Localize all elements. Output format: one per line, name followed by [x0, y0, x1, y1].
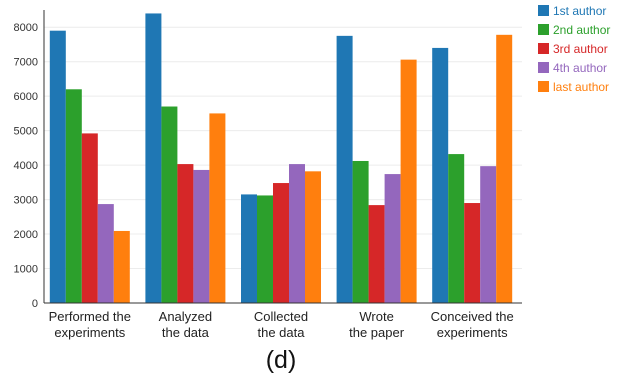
- x-tick-label: the data: [162, 325, 210, 340]
- bar-last-author-1: [209, 113, 226, 303]
- figure-caption: (d): [265, 346, 297, 374]
- bar-3rd-author-4: [464, 203, 481, 303]
- bar-4th-author-4: [480, 166, 497, 303]
- bar-2nd-author-4: [448, 154, 465, 303]
- bar-4th-author-0: [97, 204, 114, 303]
- bar-3rd-author-0: [81, 133, 98, 303]
- y-tick-label: 6000: [14, 91, 38, 103]
- bar-1st-author-1: [145, 13, 162, 304]
- y-tick-label: 7000: [14, 57, 38, 69]
- bar-4th-author-2: [289, 164, 305, 303]
- legend-swatch: [538, 81, 549, 92]
- bar-last-author-2: [305, 171, 321, 303]
- y-axis: 0 1000 2000 3000 4000 5000 6000 7000 8000: [14, 10, 45, 310]
- legend-label: 4th author: [553, 61, 607, 75]
- legend-swatch: [538, 43, 549, 54]
- y-tick-label: 3000: [14, 195, 38, 207]
- bar-3rd-author-3: [368, 205, 385, 303]
- bar-3rd-author-1: [177, 164, 194, 303]
- bar-4th-author-1: [193, 169, 210, 303]
- x-tick-label: Conceived the: [431, 309, 514, 324]
- x-tick-label: Wrote: [359, 309, 393, 324]
- legend-label: 2nd author: [553, 23, 610, 37]
- bars: [49, 13, 513, 304]
- x-tick-label: experiments: [54, 325, 125, 340]
- bar-4th-author-3: [384, 174, 401, 303]
- bar-1st-author-4: [432, 47, 449, 303]
- bar-last-author-4: [496, 34, 513, 304]
- legend-swatch: [538, 24, 549, 35]
- bar-1st-author-3: [336, 35, 353, 304]
- y-tick-label: 2000: [14, 229, 38, 241]
- bar-2nd-author-0: [65, 89, 82, 304]
- y-tick-label: 4000: [14, 160, 38, 172]
- legend-swatch: [538, 5, 549, 16]
- x-tick-label: the paper: [349, 325, 405, 340]
- x-tick-label: Collected: [254, 309, 308, 324]
- legend: 1st author 2nd author 3rd author 4th author…: [538, 4, 610, 94]
- legend-swatch: [538, 62, 549, 73]
- bar-1st-author-2: [241, 194, 257, 303]
- x-tick-label: experiments: [437, 325, 508, 340]
- x-tick-label: the data: [258, 325, 306, 340]
- bar-1st-author-0: [49, 30, 66, 304]
- y-tick-label: 1000: [14, 264, 38, 276]
- y-tick-label: 0: [32, 298, 38, 310]
- legend-label: last author: [553, 80, 609, 94]
- bar-2nd-author-1: [161, 106, 178, 304]
- legend-label: 1st author: [553, 4, 606, 18]
- bar-last-author-0: [113, 230, 130, 303]
- bar-last-author-3: [400, 59, 417, 303]
- y-tick-label: 8000: [14, 22, 38, 34]
- bar-2nd-author-3: [352, 160, 369, 303]
- x-tick-label: Analyzed: [159, 309, 212, 324]
- x-tick-label: Performed the: [49, 309, 131, 324]
- y-tick-label: 5000: [14, 126, 38, 138]
- bar-2nd-author-2: [257, 195, 273, 303]
- bar-3rd-author-2: [273, 183, 289, 303]
- legend-label: 3rd author: [553, 42, 608, 56]
